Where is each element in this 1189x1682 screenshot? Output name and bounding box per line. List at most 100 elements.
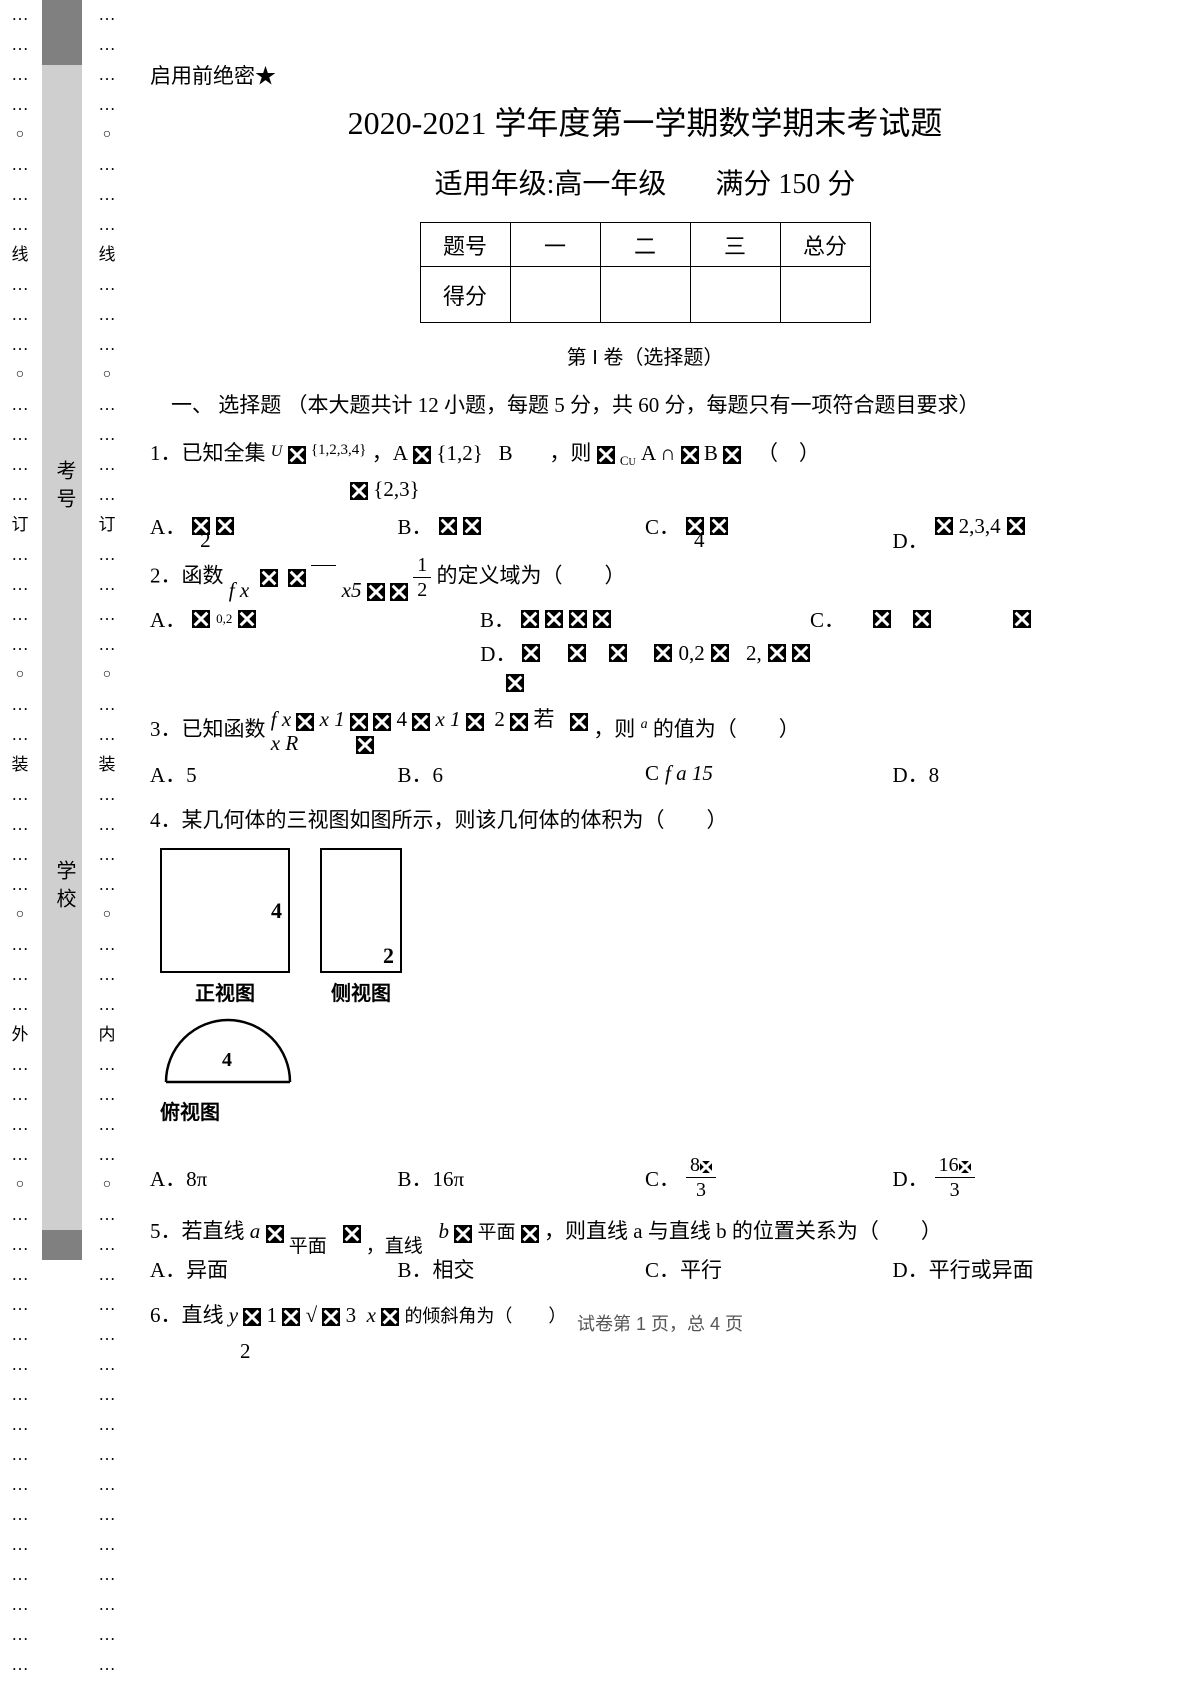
broken-glyph-icon [466, 713, 484, 731]
q1-paren: （ ） [757, 441, 820, 465]
broken-glyph-icon [597, 446, 615, 464]
broken-glyph-icon [296, 713, 314, 731]
q1-sub: CU [620, 453, 636, 468]
secret-line: 启用前绝密★ [150, 60, 1140, 90]
q2-opt-b: B． [480, 604, 810, 634]
broken-glyph-icon [510, 713, 528, 731]
q3-options: A．5 B．6 Cf a 15 D．8 [150, 759, 1140, 789]
score-th: 二 [600, 223, 690, 267]
score-cell [690, 267, 780, 323]
q3-opt-b: B．6 [398, 759, 646, 789]
binding-gutter: 考号 学校 …………○………线………○…………订…………○……装…………○………… [0, 0, 130, 1682]
q1-tail: ，则 [549, 441, 591, 465]
q1-Bset: {2,3} [373, 477, 419, 501]
gutter-dots-outer: …………○………线………○…………订…………○……装…………○………外…………○… [5, 0, 35, 1682]
score-th: 题号 [420, 223, 510, 267]
broken-glyph-icon [266, 1225, 284, 1243]
q3-opt-a: A．5 [150, 759, 398, 789]
section-intro: 一、 选择题 （本大题共计 12 小题，每题 5 分，共 60 分，每题只有一项… [150, 390, 1140, 422]
broken-glyph-icon [569, 610, 587, 628]
q1-options: A． 2 B． C． 4 D． 2,3,4 [150, 511, 1140, 541]
gutter-grey-seg [42, 1045, 82, 1230]
question-2: 2．函数 f x x5 1 2 的定义域为（ ） [150, 555, 1140, 600]
top-view-num: 4 [222, 1049, 232, 1071]
score-th: 总分 [780, 223, 870, 267]
front-view: 4 正视图 [160, 848, 290, 1006]
q1-U: U [271, 443, 283, 460]
exam-subtitle: 适用年级:高一年级 满分 150 分 [150, 162, 1140, 202]
q5-opt-b: B．相交 [398, 1254, 646, 1284]
broken-glyph-icon [238, 610, 256, 628]
q5-options: A．异面 B．相交 C．平行 D．平行或异面 [150, 1254, 1140, 1284]
q5-opt-a: A．异面 [150, 1254, 398, 1284]
broken-glyph-icon [343, 1225, 361, 1243]
broken-glyph-icon [913, 610, 931, 628]
page-content: 启用前绝密★ 2020-2021 学年度第一学期数学期末考试题 适用年级:高一年… [150, 0, 1170, 1369]
broken-glyph-icon [681, 446, 699, 464]
gutter-dots-inner: …………○………线………○…………订…………○……装…………○………内…………○… [92, 0, 122, 1682]
broken-glyph-icon [545, 610, 563, 628]
grade-label: 适用年级:高一年级 [435, 169, 667, 200]
broken-glyph-icon [568, 644, 586, 662]
broken-glyph-icon [593, 610, 611, 628]
broken-glyph-icon [412, 713, 430, 731]
broken-glyph-icon [356, 736, 374, 754]
q1-opt-d: D． 2,3,4 [893, 511, 1141, 541]
q5-opt-d: D．平行或异面 [893, 1254, 1141, 1284]
broken-glyph-icon [463, 517, 481, 535]
three-views: 4 正视图 2 侧视图 [160, 848, 1140, 1006]
question-4: 4．某几何体的三视图如图所示，则该几何体的体积为（ ） [150, 803, 1140, 839]
broken-glyph-icon [506, 674, 524, 692]
q4-opt-b: B．16π [398, 1155, 646, 1200]
broken-glyph-icon [873, 610, 891, 628]
sqrt-bar [311, 565, 336, 587]
q1-B: B [499, 441, 513, 465]
broken-glyph-icon [367, 583, 385, 601]
q2-opt-d-row: D． 0,2 2, [150, 638, 1140, 668]
q1-set: {1,2,3,4} [311, 442, 367, 458]
vlabel-exam-number: 考号 [50, 460, 79, 516]
q4-opt-a: A．8π [150, 1155, 398, 1200]
top-view: 4 俯视图 [160, 1012, 1140, 1125]
q2-frac: 1 2 [413, 555, 431, 600]
q1-opt-b: B． [398, 511, 646, 541]
broken-glyph-icon [350, 713, 368, 731]
q1-expr: A ∩ [641, 441, 675, 465]
q3-opt-d: D．8 [893, 759, 1141, 789]
q1-Aset: {1,2} [436, 441, 482, 465]
q2-extra-broken [150, 668, 1140, 694]
q1-A: A [393, 441, 408, 465]
q5-opt-c: C．平行 [645, 1254, 893, 1284]
page-footer: 试卷第 1 页，总 4 页 [150, 1310, 1170, 1336]
broken-glyph-icon [260, 569, 278, 587]
gutter-grey-top [42, 0, 82, 65]
q2-options: A． 0,2 B． C． [150, 604, 1140, 634]
score-th: 一 [510, 223, 600, 267]
broken-glyph-icon [1007, 517, 1025, 535]
broken-glyph-icon [654, 644, 672, 662]
broken-glyph-icon [439, 517, 457, 535]
broken-glyph-icon [768, 644, 786, 662]
q1-opt-c: C． 4 [645, 511, 893, 541]
broken-glyph-icon [521, 1225, 539, 1243]
broken-glyph-icon [609, 644, 627, 662]
q2-opt-d: D． 0,2 2, [480, 638, 809, 668]
broken-glyph-icon [216, 517, 234, 535]
gutter-grey-seg [42, 65, 82, 760]
score-th: 三 [690, 223, 780, 267]
volume-label: 第 I 卷（选择题） [150, 341, 1140, 370]
broken-glyph-icon [192, 610, 210, 628]
exam-title: 2020-2021 学年度第一学期数学期末考试题 [150, 98, 1140, 144]
broken-glyph-icon [350, 482, 368, 500]
broken-glyph-icon [1013, 610, 1031, 628]
top-view-svg: 4 [160, 1012, 296, 1086]
q1-opt-a: A． 2 [150, 511, 398, 541]
broken-glyph-icon [792, 644, 810, 662]
broken-glyph-icon [373, 713, 391, 731]
broken-glyph-icon [570, 713, 588, 731]
broken-glyph-icon [521, 610, 539, 628]
broken-glyph-icon [522, 644, 540, 662]
q2-opt-c: C． [810, 604, 1140, 634]
q3-opt-c: Cf a 15 [645, 759, 893, 789]
broken-glyph-icon [413, 446, 431, 464]
